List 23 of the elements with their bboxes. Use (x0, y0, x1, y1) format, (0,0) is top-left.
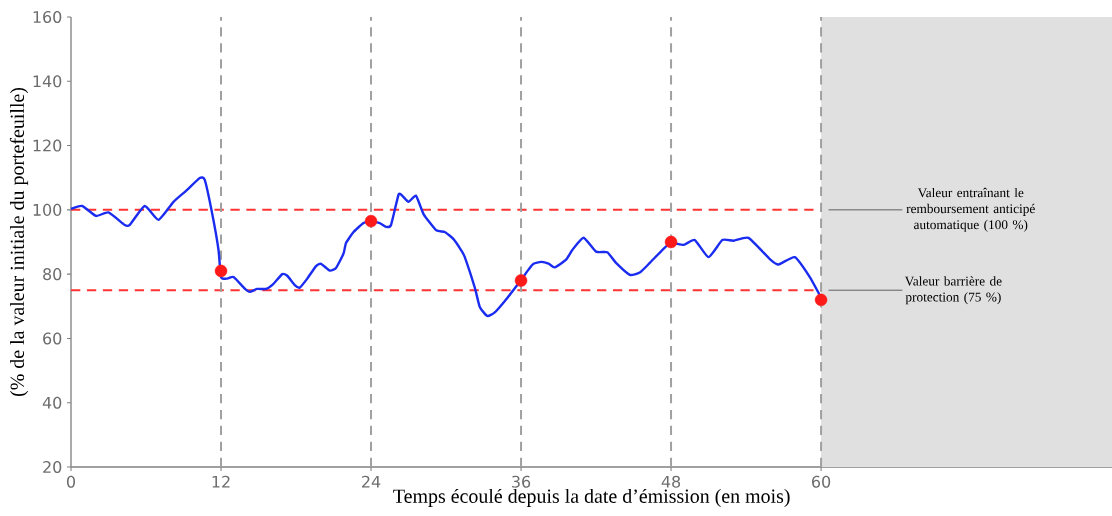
x-tick-label: 48 (661, 475, 681, 488)
point (364, 214, 378, 228)
y-axis-title: (% de la valeur initiale du portefeuille) (9, 87, 29, 397)
x-tick-label: 24 (362, 475, 381, 488)
x-tick-label: 0 (66, 475, 76, 488)
ref-line-label: Valeur entraînant le remboursement anticipé automatique (100 %) (906, 187, 1035, 232)
y-tick-label: 60 (43, 332, 62, 345)
point (214, 264, 228, 278)
point (514, 274, 528, 287)
y-tick-label: 80 (43, 268, 62, 281)
y-tick-label: 160 (33, 10, 62, 24)
y-tick-label: 120 (33, 139, 62, 152)
point (664, 235, 678, 249)
ref-line-label: Valeur barrière de protection (75 %) (904, 276, 1002, 305)
point (814, 293, 828, 307)
y-tick-label: 100 (33, 203, 62, 216)
y-tick-label: 140 (33, 75, 62, 88)
y-tick-label: 40 (42, 396, 62, 409)
x-tick-label: 60 (812, 475, 831, 488)
x-axis-title: Temps écoulé depuis la date d’émission (en mois) (393, 488, 790, 507)
x-tick-label: 12 (212, 475, 230, 488)
x-tick-label: 36 (512, 475, 531, 488)
y-tick-label: 20 (43, 460, 62, 474)
